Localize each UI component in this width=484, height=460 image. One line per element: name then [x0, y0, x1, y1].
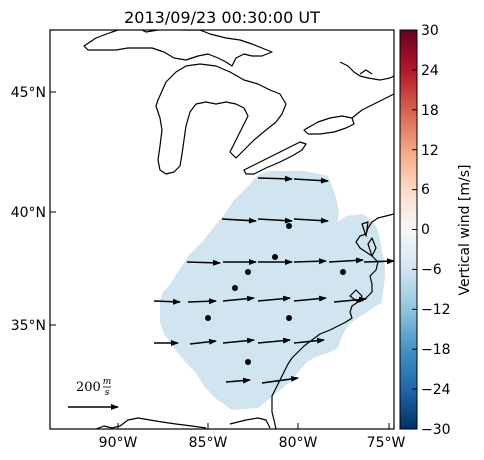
svg-text:m: m	[103, 377, 112, 387]
y-tick-45n: 45°N	[11, 85, 46, 101]
colorbar-tick: −6	[421, 262, 442, 278]
scale-label: 200 m s	[76, 377, 111, 398]
colorbar-tick: 30	[421, 23, 439, 39]
y-tick-35n: 35°N	[11, 318, 46, 334]
x-tick-80w: 80°W	[279, 435, 318, 451]
x-tick-90w: 90°W	[99, 435, 138, 451]
x-tick-85w: 85°W	[189, 435, 228, 451]
svg-text:200: 200	[76, 380, 101, 395]
radar-sites	[205, 223, 346, 365]
colorbar-tick: −24	[421, 382, 451, 398]
colorbar-tick: 18	[421, 103, 439, 119]
y-tick-40n: 40°N	[11, 205, 46, 221]
svg-text:s: s	[105, 388, 110, 398]
colorbar-tick: 12	[421, 143, 439, 159]
x-tick-75w: 75°W	[367, 435, 406, 451]
colorbar-tick: 6	[421, 182, 430, 198]
map-frame	[49, 29, 395, 430]
colorbar-tick: 24	[421, 63, 439, 79]
vertical-wind-field	[160, 171, 385, 410]
colorbar-tick: −12	[421, 302, 451, 318]
colorbar-tick: −18	[421, 342, 451, 358]
wind-vectors	[153, 175, 395, 384]
colorbar-tick: 0	[421, 222, 430, 238]
colorbar-label: Vertical wind [m/s]	[457, 165, 473, 296]
map-title: 2013/09/23 00:30:00 UT	[124, 8, 320, 27]
colorbar-tick: −30	[421, 422, 451, 438]
